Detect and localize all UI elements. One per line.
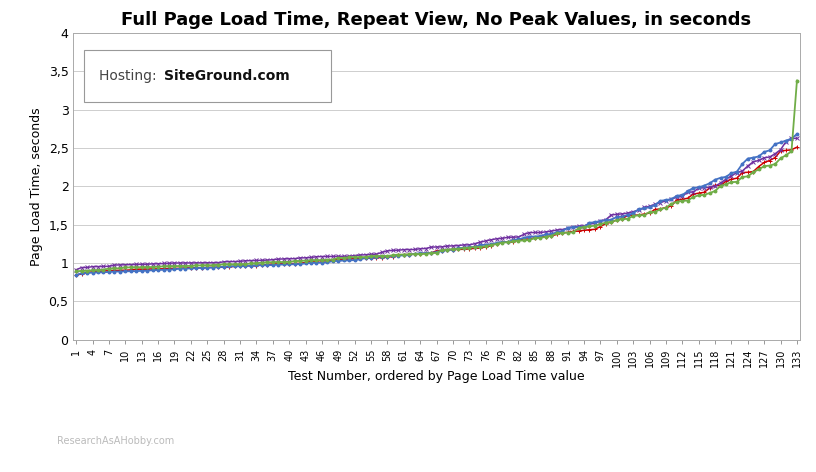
FancyBboxPatch shape [84,50,331,102]
X-axis label: Test Number, ordered by Page Load Time value: Test Number, ordered by Page Load Time v… [288,370,585,383]
Title: Full Page Load Time, Repeat View, No Peak Values, in seconds: Full Page Load Time, Repeat View, No Pea… [122,11,752,29]
Y-axis label: Page Load Time, seconds: Page Load Time, seconds [30,107,43,266]
Text: Hosting:: Hosting: [99,69,161,83]
Text: ResearchAsAHobby.com: ResearchAsAHobby.com [57,436,175,446]
Text: SiteGround.com: SiteGround.com [164,69,290,83]
